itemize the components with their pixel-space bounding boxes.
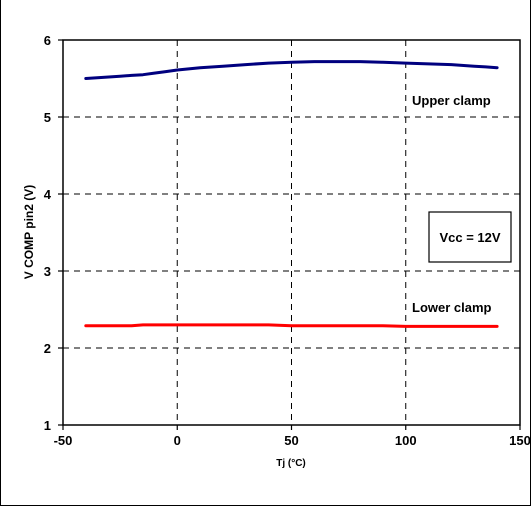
series-line-upper-clamp bbox=[84, 60, 499, 80]
annotation-upper-clamp: Upper clamp bbox=[412, 93, 491, 108]
y-tick-label: 6 bbox=[44, 33, 51, 48]
axis-ticks bbox=[58, 39, 521, 430]
y-tick-label: 4 bbox=[44, 187, 52, 202]
y-tick-label: 5 bbox=[44, 110, 51, 125]
x-tick-label: 50 bbox=[284, 433, 298, 448]
tick-labels: -50 0 50 100 150 1 2 3 4 5 6 bbox=[44, 33, 531, 448]
x-tick-label: 150 bbox=[509, 433, 531, 448]
y-tick-label: 3 bbox=[44, 264, 51, 279]
vcc-annotation-box bbox=[428, 211, 512, 263]
y-tick-label: 1 bbox=[44, 418, 51, 433]
x-axis-title: Tj (°C) bbox=[276, 458, 306, 469]
x-tick-label: -50 bbox=[54, 433, 73, 448]
y-tick-label: 2 bbox=[44, 341, 51, 356]
series-line-lower-clamp bbox=[84, 323, 499, 328]
x-tick-label: 0 bbox=[174, 433, 181, 448]
x-tick-label: 100 bbox=[395, 433, 417, 448]
annotation-lower-clamp: Lower clamp bbox=[412, 300, 492, 315]
grid-lines bbox=[63, 40, 520, 425]
series-group bbox=[84, 60, 499, 328]
y-axis-title: V COMP pin2 (V) bbox=[22, 185, 36, 279]
annotation-vcc: Vcc = 12V bbox=[439, 230, 500, 245]
